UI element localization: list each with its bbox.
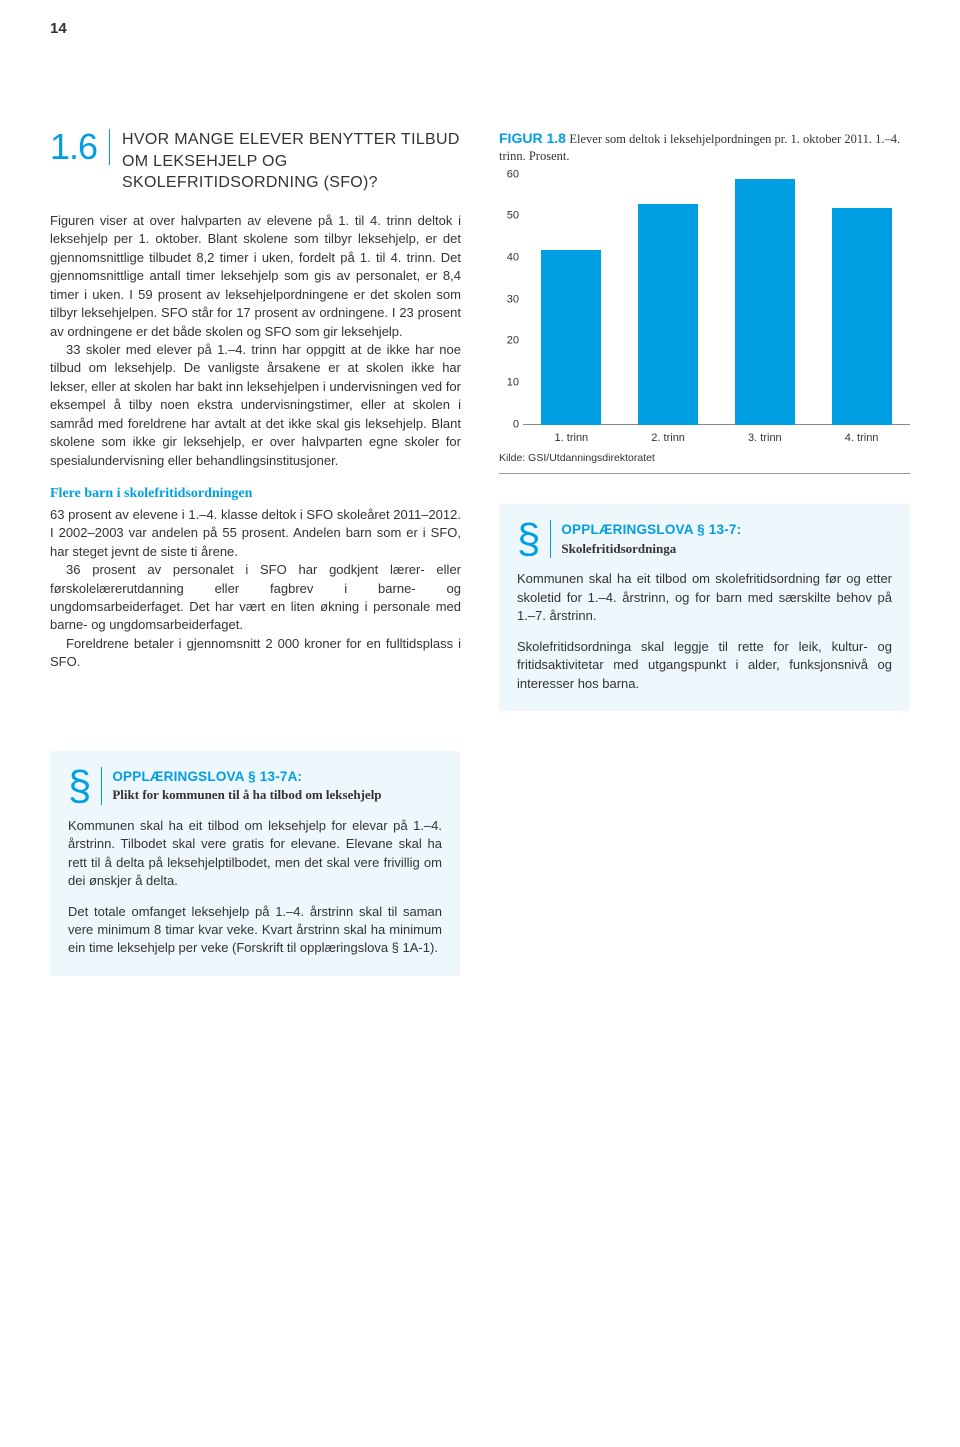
chart-bar (638, 204, 698, 425)
chart-ytick: 50 (499, 209, 519, 224)
chart-ytick: 10 (499, 375, 519, 390)
law-right-p1: Kommunen skal ha eit tilbod om skolefrit… (517, 570, 892, 625)
section-symbol-icon: § (517, 520, 551, 558)
bar-chart: 01020304050601. trinn2. trinn3. trinn4. … (499, 175, 910, 447)
chart-divider (499, 473, 910, 474)
body-p3: 63 prosent av elevene i 1.–4. klasse del… (50, 506, 461, 561)
chart-ytick: 40 (499, 250, 519, 265)
chart-bar (541, 250, 601, 425)
section-header: 1.6 HVOR MANGE ELEVER BENYTTER TILBUD OM… (50, 129, 461, 194)
law-title1: OPPLÆRINGSLOVA § 13-7: (561, 520, 741, 539)
law-bottom-title2: Plikt for kommunen til å ha tilbod om le… (112, 786, 381, 804)
chart-ytick: 0 (499, 417, 519, 432)
subhead: Flere barn i skolefritidsordningen (50, 484, 461, 504)
chart-xlabel: 2. trinn (638, 431, 698, 446)
law-right-p2: Skolefritidsordninga skal leggje til ret… (517, 638, 892, 693)
law-box-bottom: § OPPLÆRINGSLOVA § 13-7A: Plikt for komm… (50, 751, 460, 976)
chart-xlabels: 1. trinn 2. trinn 3. trinn 4. trinn (523, 431, 910, 446)
chart-bars (523, 175, 910, 425)
chart-ytick: 60 (499, 167, 519, 182)
law-bottom-title1: OPPLÆRINGSLOVA § 13-7A: (112, 767, 381, 786)
chart-ytick: 30 (499, 292, 519, 307)
body-p4: 36 prosent av personalet i SFO har godkj… (50, 561, 461, 635)
section-symbol-icon: § (68, 767, 102, 805)
law-title2: Skolefritidsordninga (561, 540, 741, 558)
chart-source: Kilde: GSI/Utdanningsdirektoratet (499, 451, 910, 466)
chart-xlabel: 3. trinn (735, 431, 795, 446)
chart-xlabel: 1. trinn (541, 431, 601, 446)
figure-caption: FIGUR 1.8 Elever som deltok i leksehjelp… (499, 129, 910, 165)
law-bottom-p1: Kommunen skal ha eit tilbod om leksehjel… (68, 817, 442, 891)
body-p2: 33 skoler med elever på 1.–4. trinn har … (50, 341, 461, 470)
chart-bar (735, 179, 795, 425)
chart-ytick: 20 (499, 334, 519, 349)
body-p1: Figuren viser at over halvparten av elev… (50, 212, 461, 341)
figure-label: FIGUR 1.8 (499, 130, 566, 146)
law-bottom-p2: Det totale omfanget leksehjelp på 1.–4. … (68, 903, 442, 958)
body-p5: Foreldrene betaler i gjennomsnitt 2 000 … (50, 635, 461, 672)
law-box-right: § OPPLÆRINGSLOVA § 13-7: Skolefritidsord… (499, 504, 910, 711)
section-number: 1.6 (50, 129, 110, 165)
chart-bar (832, 208, 892, 425)
page-number: 14 (50, 18, 910, 39)
chart-xlabel: 4. trinn (832, 431, 892, 446)
section-title: HVOR MANGE ELEVER BENYTTER TILBUD OM LEK… (110, 129, 461, 194)
